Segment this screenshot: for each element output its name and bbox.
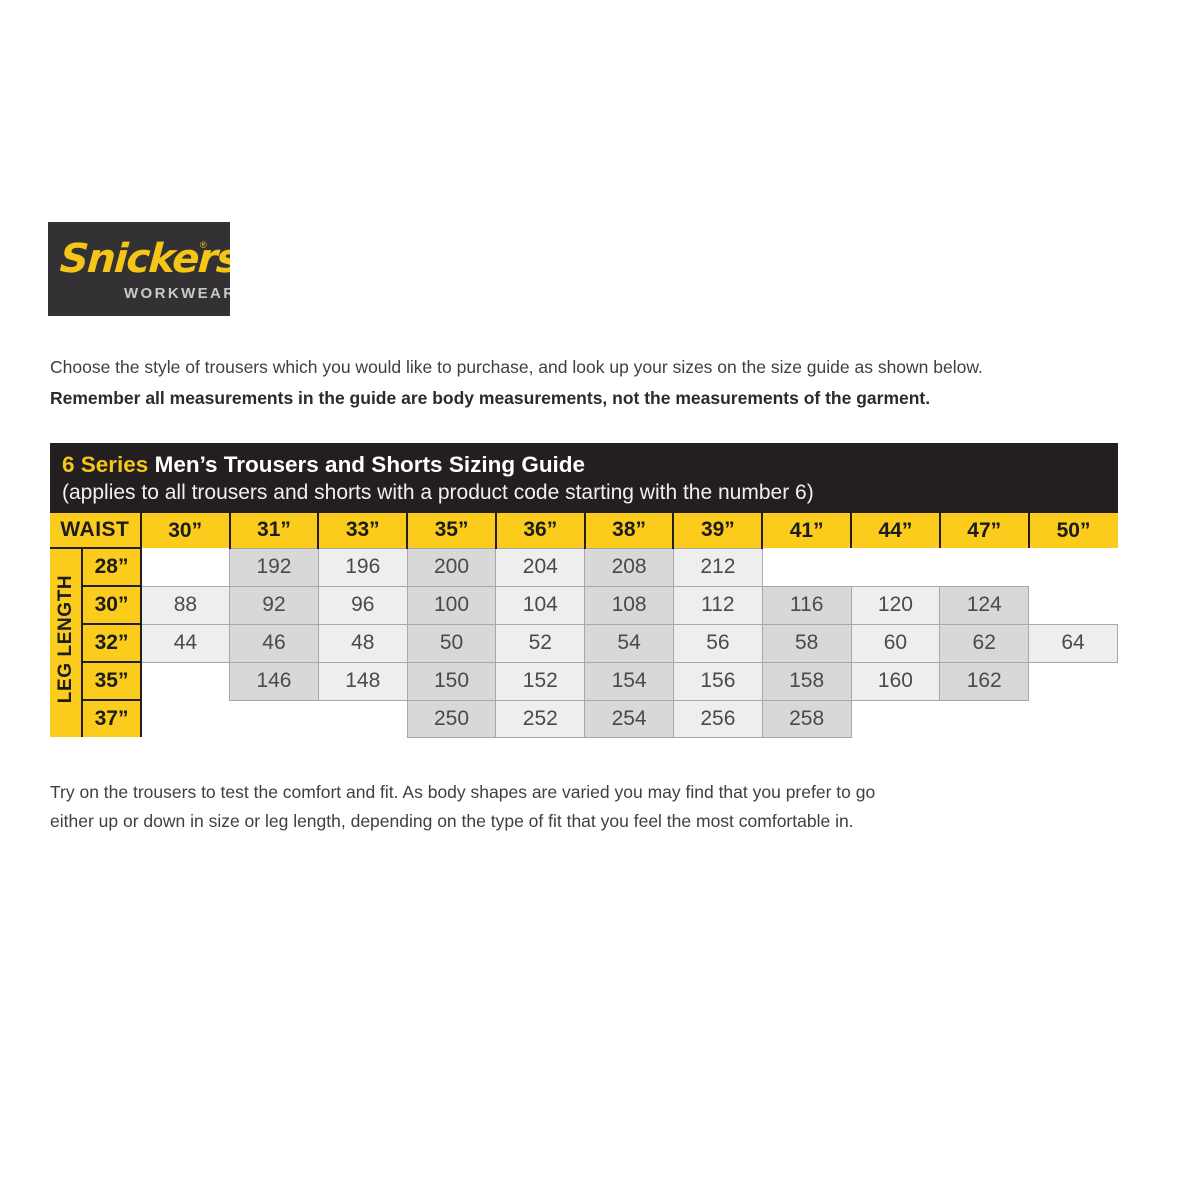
- waist-column-header: 31”: [229, 513, 320, 548]
- table-row: 30” 88 92 96 100 104 108 112 116 120 124: [50, 585, 1118, 625]
- size-cell: 212: [672, 547, 763, 587]
- size-cell: 108: [584, 585, 674, 625]
- waist-column-header: 33”: [318, 513, 409, 548]
- size-cell-empty: [1028, 548, 1118, 586]
- size-cell: 52: [495, 623, 586, 663]
- intro-line-1: Choose the style of trousers which you w…: [50, 357, 983, 377]
- brand-wordmark: Snickers: [58, 236, 230, 282]
- brand-subtitle: WORKWEAR: [124, 285, 230, 302]
- size-cell: 44: [140, 623, 231, 663]
- size-cell: 200: [406, 547, 497, 587]
- table-header-row: WAIST 30” 31” 33” 35” 36” 38” 39” 41” 44” 47” 50”: [50, 513, 1118, 548]
- size-cell: 146: [229, 661, 319, 701]
- size-cell: 92: [229, 585, 319, 625]
- table-row: 35” 146 148 150 152 154 156 158 160 162: [50, 661, 1118, 701]
- leg-length-value: 30”: [82, 585, 142, 624]
- size-cell-empty: [851, 548, 940, 586]
- size-cell: 88: [140, 585, 231, 625]
- leg-length-axis-label: LEG LENGTH: [50, 547, 84, 737]
- leg-length-value: 35”: [82, 661, 142, 700]
- size-cell: 50: [406, 623, 497, 663]
- sizing-guide-title-bar: 6 Series Men’s Trousers and Shorts Sizin…: [50, 443, 1118, 513]
- size-cell: 208: [584, 547, 674, 587]
- size-cell: 162: [939, 661, 1030, 701]
- sizing-guide: 6 Series Men’s Trousers and Shorts Sizin…: [50, 443, 1118, 738]
- size-cell: 250: [406, 699, 497, 738]
- size-cell: 96: [317, 585, 408, 625]
- size-cell-empty: [1028, 662, 1118, 700]
- size-cell: 196: [317, 547, 408, 587]
- title-accent: 6 Series: [62, 452, 149, 477]
- size-cell-empty: [1028, 586, 1118, 624]
- size-cell: 60: [850, 623, 941, 663]
- size-cell: 204: [495, 547, 586, 587]
- size-cell-empty: [318, 700, 408, 737]
- size-cell: 62: [939, 623, 1030, 663]
- table-row: 37” 250 252 254 256 258: [50, 699, 1118, 738]
- waist-column-header: 39”: [673, 513, 764, 548]
- size-cell: 152: [495, 661, 586, 701]
- title-rest: Men’s Trousers and Shorts Sizing Guide: [148, 452, 586, 477]
- waist-column-header: 50”: [1028, 513, 1118, 548]
- size-cell: 54: [584, 623, 674, 663]
- size-cell-empty: [939, 700, 1029, 737]
- waist-column-header: 44”: [851, 513, 941, 548]
- table-row: 32” 44 46 48 50 52 54 56 58 60 62 64: [50, 623, 1118, 663]
- size-cell: 148: [317, 661, 408, 701]
- outro-line-1: Try on the trousers to test the comfort …: [50, 782, 876, 802]
- registered-trademark-icon: ®: [200, 240, 207, 250]
- size-cell: 254: [584, 699, 674, 738]
- sizing-guide-subtitle: (applies to all trousers and shorts with…: [62, 481, 814, 504]
- size-cell: 150: [406, 661, 497, 701]
- size-cell: 252: [495, 699, 586, 738]
- outro-text: Try on the trousers to test the comfort …: [50, 778, 1050, 836]
- waist-column-header: 36”: [495, 513, 586, 548]
- waist-column-header: 38”: [584, 513, 675, 548]
- size-cell: 120: [850, 585, 941, 625]
- size-cell: 160: [850, 661, 941, 701]
- size-cell: 64: [1028, 623, 1118, 663]
- waist-column-header: 47”: [939, 513, 1030, 548]
- size-cell-empty: [851, 700, 940, 737]
- size-cell-empty: [140, 700, 230, 737]
- size-cell: 46: [229, 623, 319, 663]
- size-cell: 56: [672, 623, 763, 663]
- size-cell: 256: [672, 699, 763, 738]
- size-cell-empty: [762, 548, 852, 586]
- size-cell: 48: [317, 623, 408, 663]
- table-row: LEG LENGTH 28” 192 196 200 204 208 212: [50, 547, 1118, 737]
- size-cell-empty: [140, 662, 230, 700]
- size-cell-empty: [140, 548, 230, 586]
- waist-axis-label: WAIST: [50, 513, 142, 548]
- size-cell: 258: [761, 699, 852, 738]
- size-cell: 124: [939, 585, 1030, 625]
- size-cell: 112: [672, 585, 763, 625]
- sizing-guide-title: 6 Series Men’s Trousers and Shorts Sizin…: [62, 451, 1106, 479]
- leg-length-value: 37”: [82, 699, 142, 737]
- intro-text: Choose the style of trousers which you w…: [50, 352, 1140, 414]
- size-cell: 116: [761, 585, 852, 625]
- size-cell: 192: [229, 547, 319, 587]
- size-cell-empty: [939, 548, 1029, 586]
- waist-column-header: 41”: [762, 513, 853, 548]
- sizing-table-body: LEG LENGTH 28” 192 196 200 204 208 212 30” 88 92 96…: [50, 547, 1118, 738]
- size-cell: 158: [761, 661, 852, 701]
- intro-line-2: Remember all measurements in the guide a…: [50, 388, 931, 408]
- leg-length-value: 32”: [82, 623, 142, 662]
- sizing-table-head: WAIST 30” 31” 33” 35” 36” 38” 39” 41” 44” 47” 50”: [50, 513, 1118, 548]
- outro-line-2: either up or down in size or leg length,…: [50, 811, 854, 831]
- size-cell: 156: [672, 661, 763, 701]
- leg-length-value: 28”: [82, 547, 142, 586]
- size-cell: 100: [406, 585, 497, 625]
- size-cell-empty: [1028, 700, 1118, 737]
- size-cell-empty: [229, 700, 319, 737]
- size-cell: 104: [495, 585, 586, 625]
- waist-column-header: 35”: [407, 513, 497, 548]
- snickers-workwear-logo: Snickers ® WORKWEAR: [48, 222, 230, 316]
- size-cell: 154: [584, 661, 674, 701]
- sizing-table: WAIST 30” 31” 33” 35” 36” 38” 39” 41” 44” 47” 50” L…: [50, 513, 1118, 738]
- waist-column-header: 30”: [140, 513, 231, 548]
- size-cell: 58: [761, 623, 852, 663]
